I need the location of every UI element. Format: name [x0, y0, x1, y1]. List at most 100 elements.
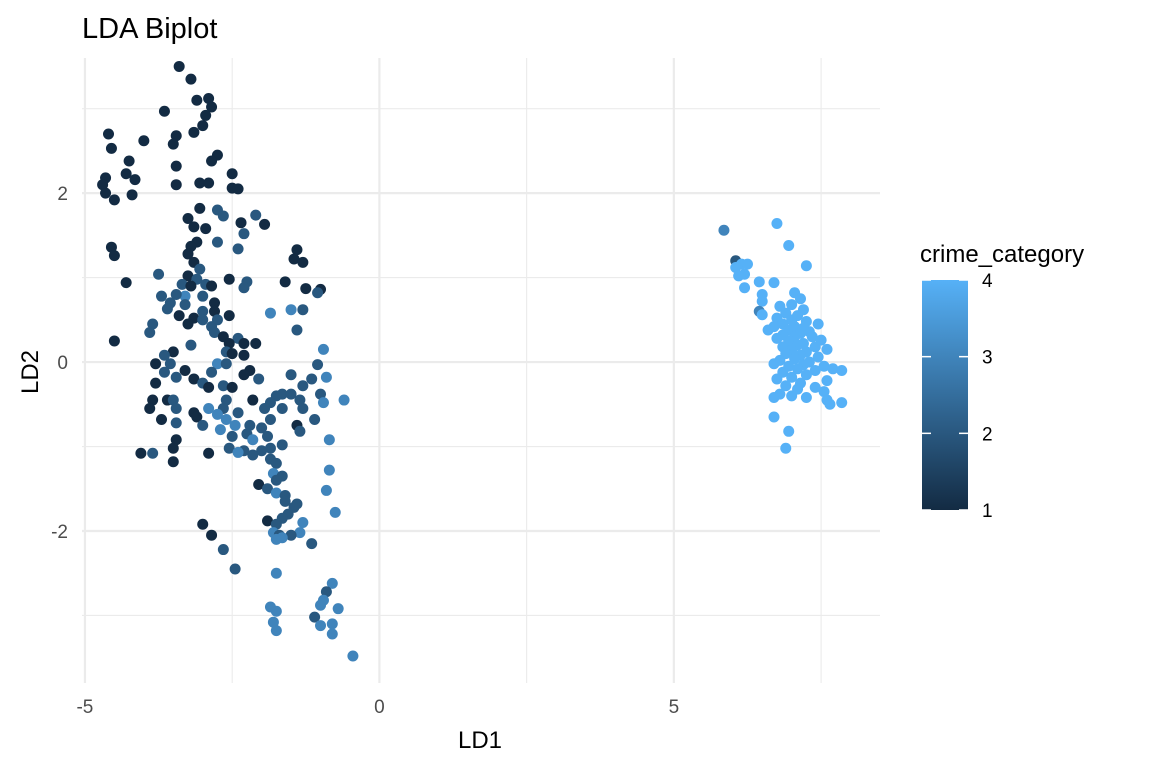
- data-point: [718, 224, 730, 236]
- data-point: [739, 282, 751, 294]
- data-point: [320, 484, 332, 496]
- data-point: [167, 456, 179, 468]
- data-point: [211, 408, 223, 420]
- data-point: [173, 310, 185, 322]
- data-point: [209, 326, 221, 338]
- data-point: [297, 304, 309, 316]
- data-point: [156, 413, 168, 425]
- data-point: [150, 358, 162, 370]
- data-point: [108, 335, 120, 347]
- data-point: [191, 411, 203, 423]
- y-tick-label: -2: [51, 522, 68, 543]
- data-point: [217, 210, 229, 222]
- data-point: [291, 244, 303, 256]
- data-point: [203, 403, 215, 415]
- data-point: [270, 457, 282, 469]
- data-point: [185, 73, 197, 85]
- data-point: [200, 223, 212, 235]
- data-point: [120, 168, 132, 180]
- grid-lines: [82, 58, 880, 683]
- data-point: [229, 419, 241, 431]
- color-legend: crime_category 1 2 3 4: [920, 241, 1084, 522]
- data-point: [223, 442, 235, 454]
- data-point: [264, 442, 276, 454]
- data-point: [800, 392, 812, 404]
- data-point: [329, 506, 341, 518]
- data-point: [203, 177, 215, 189]
- data-point: [800, 260, 812, 272]
- data-point: [768, 411, 780, 423]
- data-point: [288, 253, 300, 265]
- data-point: [235, 217, 247, 229]
- data-point: [253, 479, 265, 491]
- data-point: [317, 343, 329, 355]
- data-point: [220, 358, 232, 370]
- x-tick-label: 5: [669, 697, 680, 718]
- data-point: [214, 424, 226, 436]
- data-point: [194, 263, 206, 275]
- data-point: [105, 142, 117, 154]
- data-point: [229, 563, 241, 575]
- y-tick-labels: -2 0 2: [51, 184, 68, 543]
- data-point: [818, 360, 830, 372]
- data-point: [147, 394, 159, 406]
- data-point: [320, 586, 332, 598]
- data-point: [326, 577, 338, 589]
- data-point: [156, 290, 168, 302]
- data-point: [317, 397, 329, 409]
- data-point: [158, 105, 170, 117]
- data-point: [326, 628, 338, 640]
- data-point: [306, 538, 318, 550]
- data-point: [262, 430, 274, 442]
- data-point: [783, 425, 795, 437]
- data-point: [144, 403, 156, 415]
- data-point: [809, 381, 821, 393]
- data-point: [279, 276, 291, 288]
- data-point: [297, 380, 309, 392]
- data-point: [170, 160, 182, 172]
- data-point: [836, 397, 848, 409]
- data-point: [217, 544, 229, 556]
- data-point: [809, 341, 821, 353]
- data-point: [768, 358, 780, 370]
- data-point: [197, 314, 209, 326]
- x-tick-label: -5: [76, 697, 93, 718]
- data-point: [220, 394, 232, 406]
- data-point: [279, 495, 291, 507]
- data-point: [792, 363, 804, 375]
- data-point: [200, 109, 212, 121]
- data-point: [161, 303, 173, 315]
- data-point: [194, 177, 206, 189]
- data-point: [170, 179, 182, 191]
- data-point: [323, 464, 335, 476]
- data-point: [103, 128, 115, 140]
- data-point: [267, 616, 279, 628]
- data-point: [238, 369, 250, 381]
- data-point: [185, 280, 197, 292]
- colorbar-ticks: 1 2 3 4: [922, 271, 993, 522]
- data-point: [821, 343, 833, 355]
- data-point: [276, 439, 288, 451]
- data-point: [188, 373, 200, 385]
- data-point: [226, 168, 238, 180]
- data-point: [153, 268, 165, 280]
- data-point: [786, 390, 798, 402]
- data-point: [270, 533, 282, 545]
- data-point: [123, 155, 135, 167]
- data-point: [232, 407, 244, 419]
- data-point: [783, 240, 795, 251]
- data-point: [262, 483, 274, 495]
- data-point: [270, 487, 282, 499]
- data-point: [294, 527, 306, 539]
- data-point: [167, 394, 179, 406]
- data-point: [197, 419, 209, 431]
- data-point: [762, 324, 774, 336]
- y-tick-label: 0: [57, 353, 68, 374]
- data-point: [244, 419, 256, 431]
- data-point: [312, 287, 324, 299]
- data-point: [264, 307, 276, 319]
- data-point: [206, 366, 218, 378]
- data-point: [238, 228, 250, 240]
- colorbar-tick-label: 2: [982, 424, 993, 445]
- data-point: [185, 339, 197, 351]
